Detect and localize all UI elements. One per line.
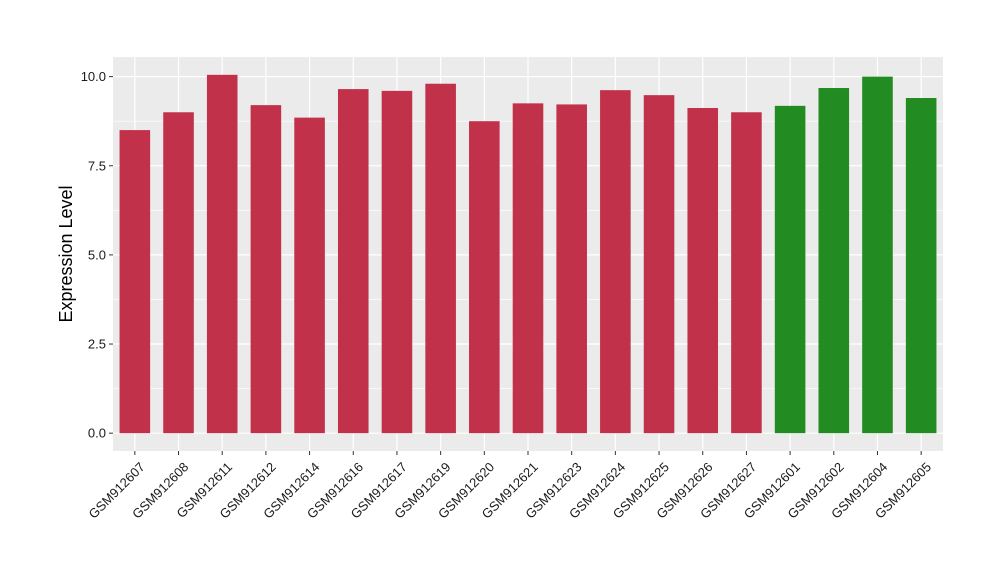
bar — [905, 98, 937, 434]
bar — [643, 95, 675, 434]
bar — [381, 90, 413, 434]
bar — [294, 117, 325, 434]
bar — [206, 74, 238, 434]
x-axis: GSM912607GSM912608GSM912611GSM912612GSM9… — [86, 451, 934, 522]
y-tick-label: 5.0 — [88, 247, 106, 262]
bar — [469, 121, 500, 434]
bar — [774, 105, 806, 434]
bar — [862, 76, 893, 434]
bar — [556, 104, 587, 434]
bar — [818, 88, 850, 434]
y-tick-label: 7.5 — [88, 158, 106, 173]
y-tick-label: 10.0 — [81, 69, 106, 84]
bar — [512, 103, 544, 434]
y-axis-title: Expression Level — [56, 185, 76, 322]
bar — [163, 112, 194, 434]
bar — [687, 107, 719, 434]
bars — [119, 74, 937, 434]
bar — [337, 89, 369, 434]
y-axis: 0.0 2.5 5.0 7.5 10.0 — [81, 69, 113, 441]
y-tick-label: 2.5 — [88, 337, 106, 352]
bar — [600, 90, 631, 434]
bar — [425, 83, 456, 434]
y-tick-label: 0.0 — [88, 426, 106, 441]
bar — [731, 112, 762, 434]
bar — [119, 130, 151, 434]
bar — [250, 105, 282, 434]
